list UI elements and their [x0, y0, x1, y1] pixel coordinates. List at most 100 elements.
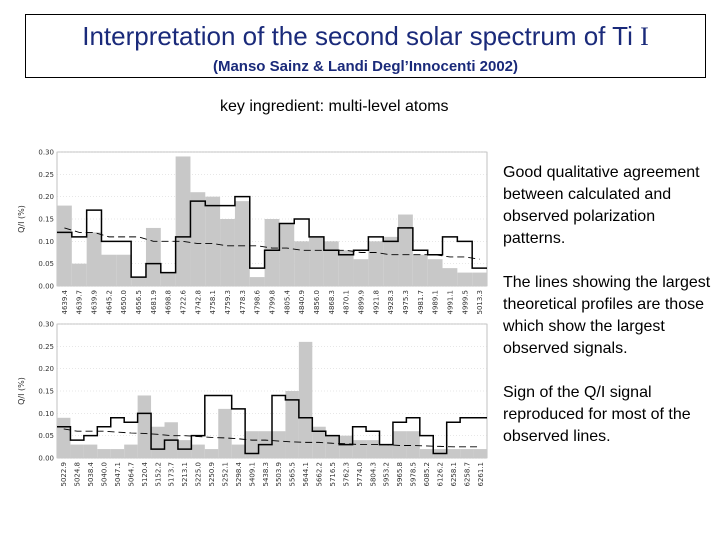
x-tick-label: 5978.5: [410, 462, 418, 487]
x-tick-label: 4650.0: [120, 290, 128, 315]
observed-bar: [457, 272, 473, 286]
x-tick-label: 5662.2: [316, 462, 324, 487]
observed-bar: [86, 232, 102, 286]
observed-bar: [57, 417, 71, 458]
x-tick-label: 6258.7: [463, 462, 471, 487]
x-tick-label: 6085.2: [423, 462, 431, 487]
x-tick-label: 5064.7: [127, 462, 135, 487]
observed-bar: [57, 205, 72, 286]
x-tick-label: 5173.7: [168, 462, 176, 487]
chart-panel-2: 0.30 0.25 0.20 0.15 0.10 0.05 0.00 Q/I (%) 5022.…: [17, 321, 488, 487]
observed-bar: [368, 241, 384, 286]
observed-bar: [472, 272, 487, 286]
x-tick-label: 4991.1: [446, 290, 454, 315]
title-roman-numeral: I: [640, 22, 649, 51]
observed-bar: [160, 272, 176, 286]
observed-bar: [116, 254, 132, 286]
x-tick-label: 4989.1: [432, 290, 440, 315]
observed-bar: [220, 219, 235, 286]
observed-bar: [137, 395, 152, 458]
x-tick-label: 5953.2: [383, 462, 391, 487]
note-sign: Sign of the Q/I signal reproduced for mo…: [503, 384, 691, 445]
x-tick-label: 5716.5: [329, 462, 337, 487]
note-largest-signals: The lines showing the largest theoretica…: [503, 274, 711, 357]
x-tick-label: 4805.4: [283, 289, 291, 314]
observed-bar: [323, 241, 339, 286]
observed-bar: [419, 449, 434, 458]
y-tick-label: 0.00: [38, 455, 54, 463]
x-tick-label: 4921.8: [372, 290, 380, 315]
observed-bar: [383, 236, 399, 286]
x-tick-label: 5774.0: [356, 462, 364, 487]
observed-bar: [442, 268, 458, 286]
observed-bar: [124, 444, 138, 458]
x-tick-label: 4778.3: [239, 290, 247, 315]
dashed-trend-line: [64, 227, 480, 260]
y-axis-label: Q/I (%): [17, 377, 26, 405]
observed-bar: [231, 444, 246, 458]
x-tick-label: 5022.9: [60, 462, 68, 487]
observed-bar: [412, 254, 428, 286]
observed-bar: [272, 431, 286, 458]
x-tick-label: 5040.0: [101, 462, 109, 487]
y-tick-label: 0.10: [38, 238, 54, 246]
x-tick-label: 4639.7: [76, 290, 84, 315]
x-tick-label: 6258.1: [450, 462, 458, 487]
observed-bar: [398, 214, 413, 286]
x-tick-label: 4798.6: [254, 289, 262, 314]
y-tick-label: 0.05: [38, 432, 54, 440]
chart-panel-1: 0.30 0.25 0.20 0.15 0.10 0.05 0.00 Q/I (%) 4639.…: [17, 149, 488, 315]
dashed-trend-line: [63, 428, 481, 448]
x-tick-label: 4645.2: [105, 290, 113, 315]
x-tick-label: 5565.5: [289, 462, 297, 487]
y-tick-label: 0.05: [38, 260, 54, 268]
y-tick-label: 0.20: [38, 193, 54, 201]
observed-bar: [294, 241, 310, 286]
x-tick-label: 4975.3: [402, 290, 410, 315]
observed-bar: [473, 449, 487, 458]
key-ingredient-text: key ingredient: multi-level atoms: [220, 98, 449, 115]
observed-bar: [446, 449, 461, 458]
x-tick-label: 5013.3: [476, 290, 484, 315]
x-tick-label: 4722.6: [180, 289, 188, 314]
x-tick-label: 5024.8: [74, 462, 82, 487]
observed-bar: [338, 250, 354, 286]
observed-bar: [234, 201, 250, 286]
observed-bar: [460, 449, 474, 458]
y-tick-label: 0.25: [38, 343, 54, 351]
x-tick-label: 5644.1: [302, 462, 310, 487]
title-main: Interpretation of the second solar spect…: [82, 21, 641, 51]
observed-bar: [71, 263, 87, 286]
observed-bar: [205, 196, 221, 286]
page-subtitle: (Manso Sainz & Landi Degl’Innocenti 2002…: [212, 58, 519, 75]
title-box: Interpretation of the second solar spect…: [25, 14, 706, 78]
observed-bar: [392, 431, 407, 458]
notes-panel: Good qualitative agreement between calcu…: [503, 162, 713, 470]
observed-bar: [285, 391, 299, 458]
observed-bar: [218, 408, 232, 458]
x-tick-label: 5213.1: [181, 462, 189, 487]
x-tick-label: 5409.1: [248, 462, 256, 487]
observed-bar: [190, 192, 206, 286]
x-tick-label: 6261.1: [477, 462, 485, 487]
x-tick-label: 4868.3: [328, 290, 336, 315]
y-tick-label: 0.15: [38, 216, 54, 224]
x-tick-label: 4799.8: [269, 290, 277, 315]
calculated-step-line: [57, 394, 487, 455]
observed-bar: [101, 254, 117, 286]
observed-bar: [279, 223, 295, 286]
x-tick-label: 4759.3: [224, 290, 232, 315]
observed-bar: [298, 341, 313, 458]
x-tick-label: 4758.1: [209, 290, 217, 315]
page-title: Interpretation of the second solar spect…: [26, 21, 705, 52]
x-tick-label: 6126.2: [436, 462, 444, 487]
observed-bar: [325, 435, 340, 458]
observed-bar: [245, 431, 259, 458]
x-tick-label: 4681.9: [150, 290, 158, 315]
x-tick-label: 4698.8: [165, 290, 173, 315]
observed-bar: [366, 440, 380, 458]
y-tick-label: 0.20: [38, 365, 54, 373]
x-tick-label: 5438.3: [262, 462, 270, 487]
x-tick-label: 5120.4: [141, 461, 149, 486]
observed-bar: [352, 440, 367, 458]
